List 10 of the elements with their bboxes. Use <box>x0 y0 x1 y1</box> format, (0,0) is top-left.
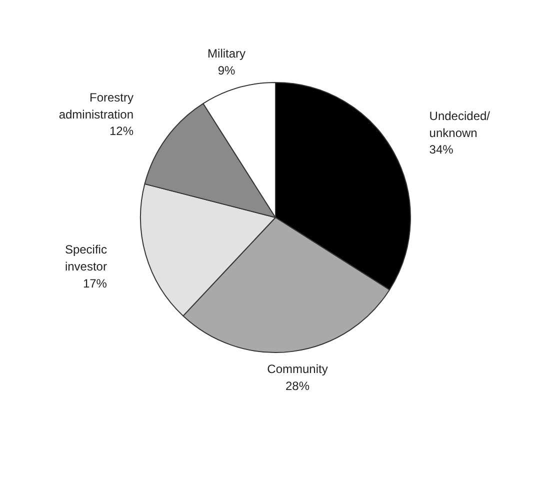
slice-label: Community <box>267 362 328 376</box>
data-label: 12% <box>110 124 134 138</box>
data-label: 17% <box>82 276 108 290</box>
slice-label: Undecided/ unknown <box>429 109 491 140</box>
slice-label: Military <box>208 46 246 61</box>
data-label: 34% <box>429 142 454 157</box>
data-label: 28% <box>285 378 310 393</box>
data-label: 9% <box>218 63 236 78</box>
slice-label: Specific investor <box>64 242 107 274</box>
slice-label: Forestry administration <box>58 90 134 122</box>
